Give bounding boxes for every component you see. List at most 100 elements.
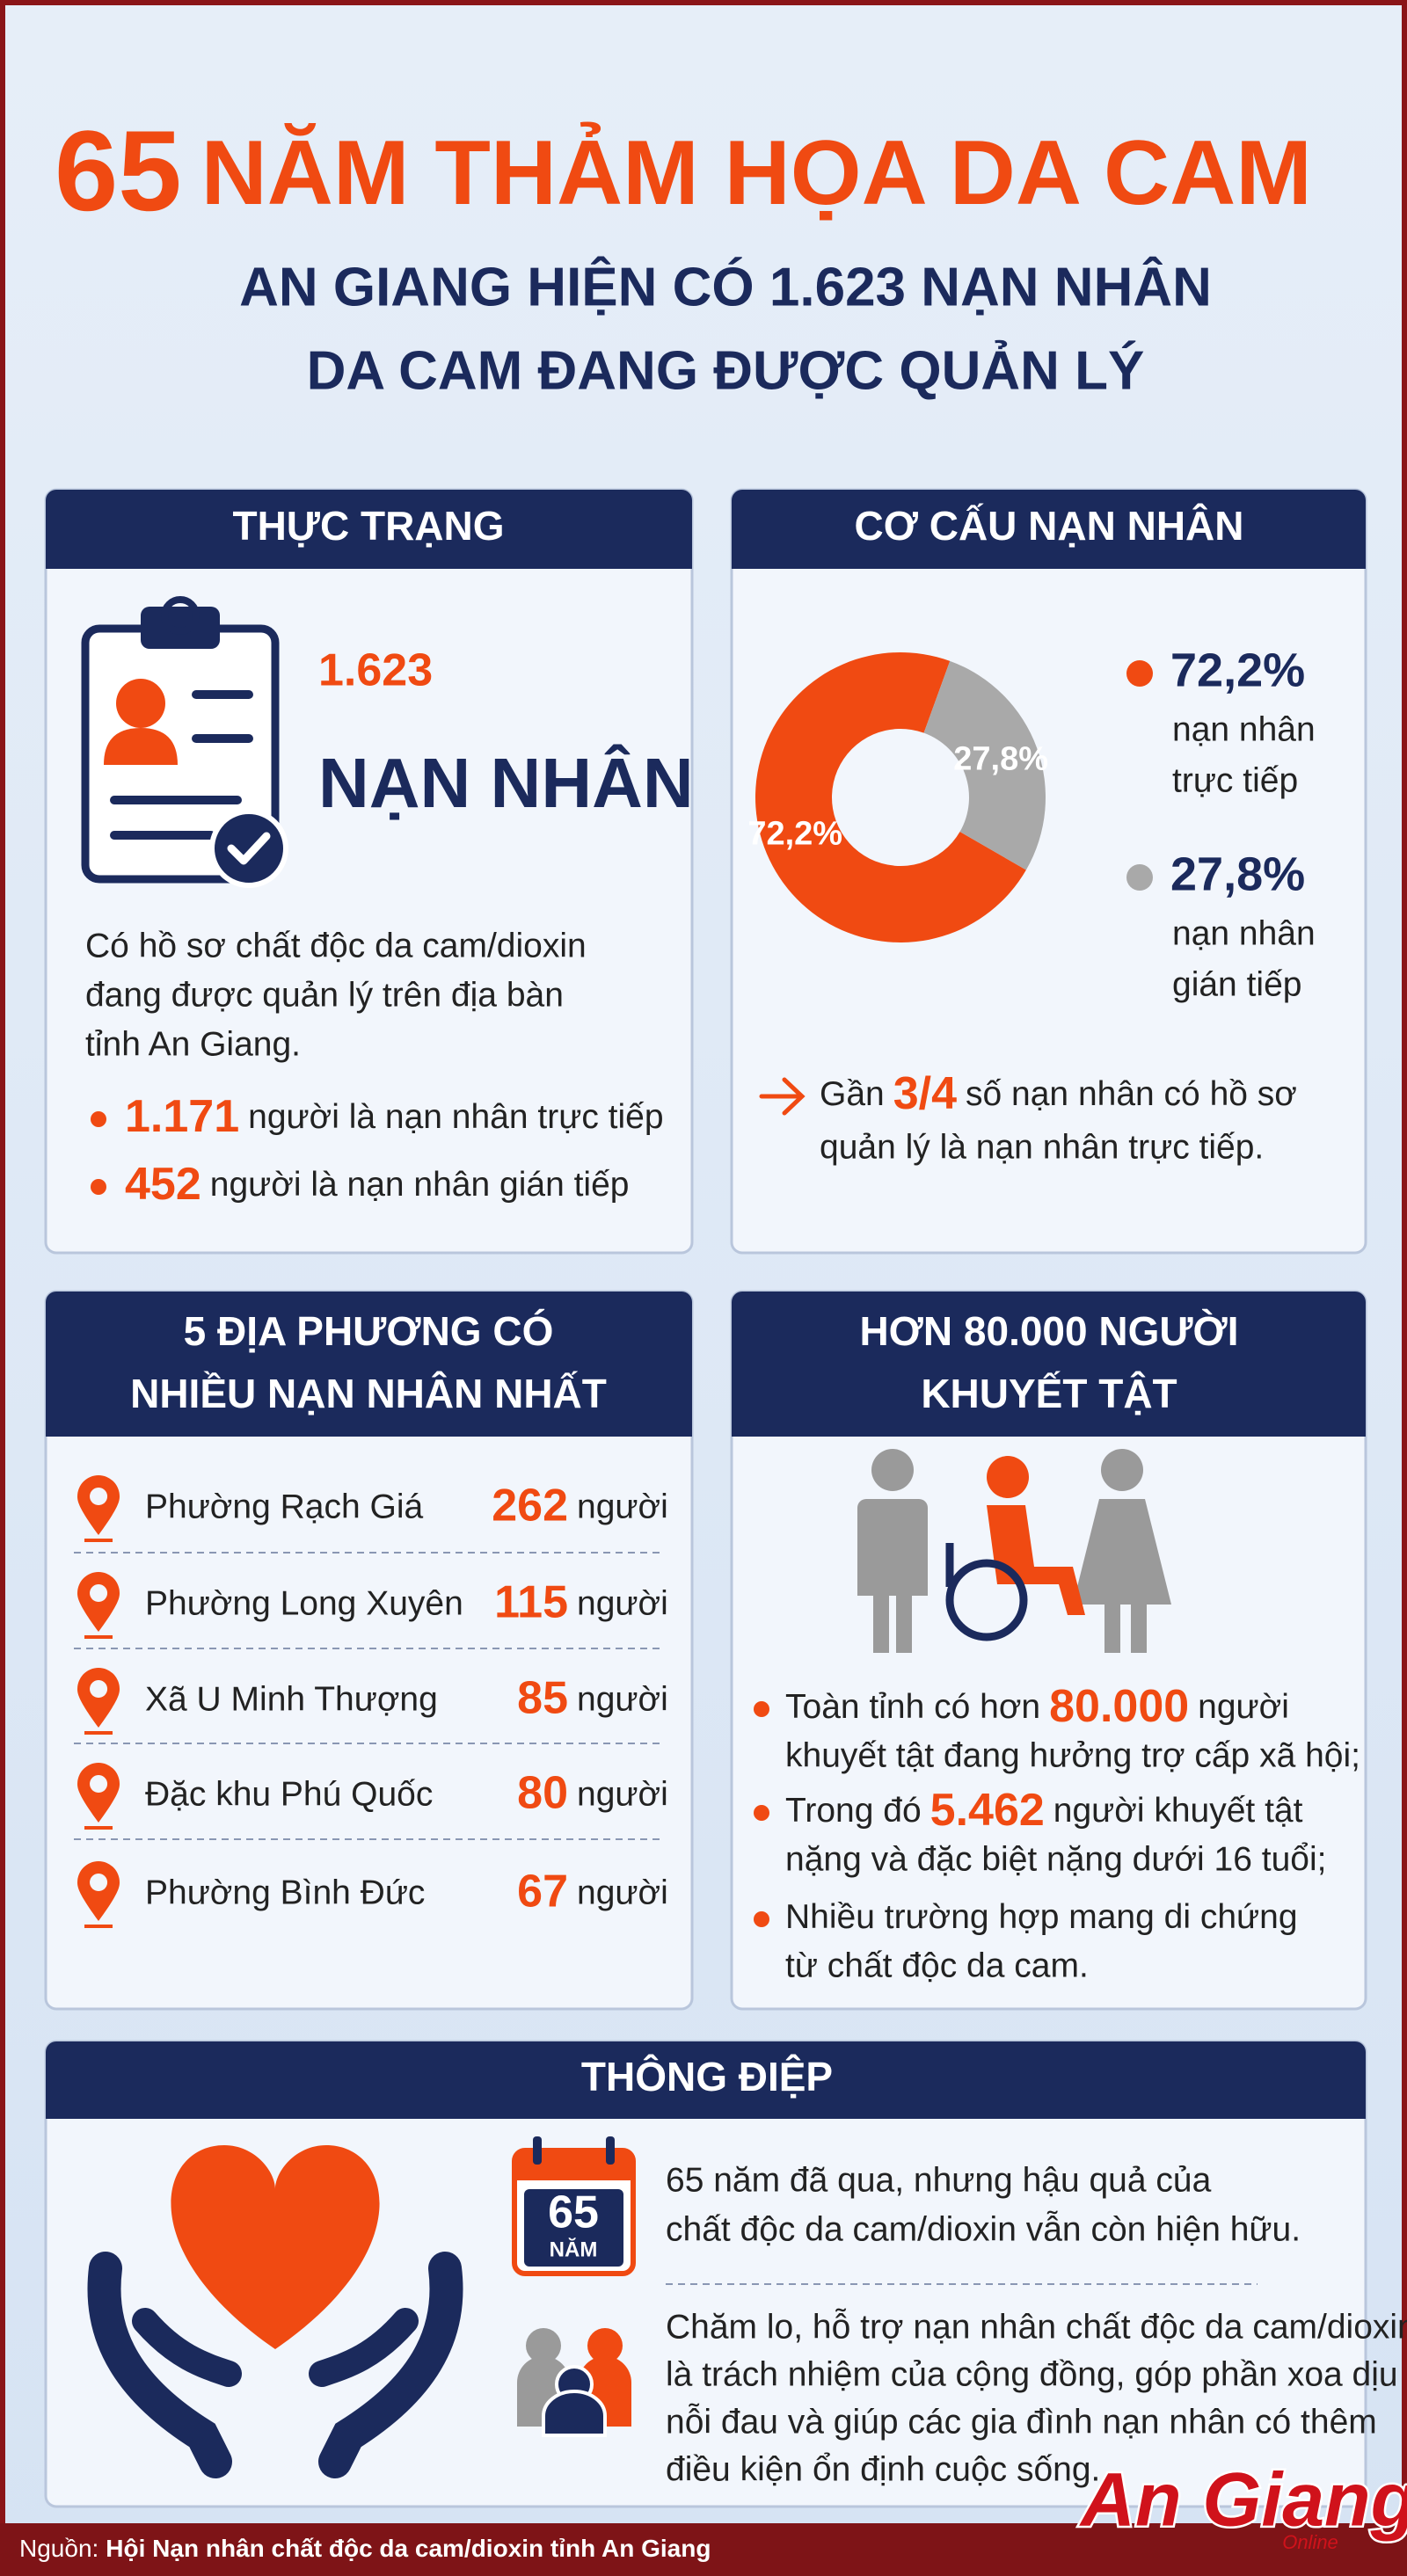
pin-icon [77,1475,120,1535]
panel-header [46,490,692,569]
locality-name: Phường Bình Đức [145,1874,425,1911]
message-text: nỗi đau và giúp các gia đình nạn nhân có… [666,2403,1377,2441]
legend-label: nạn nhân [1172,710,1316,748]
panel-heading: THÔNG ĐIỆP [581,2054,833,2099]
text-span: 1.171 [125,1091,239,1142]
bullet-text: Trong đó 5.462 người khuyết tật [785,1785,1303,1836]
text-span: 5.462 [930,1785,1045,1836]
bullet-text: Nhiều trường hợp mang di chứng [785,1898,1298,1936]
text-span: Nguồn: [19,2535,98,2562]
legend-value: 72,2% [1170,644,1305,696]
message-text: Chăm lo, hỗ trợ nạn nhân chất độc da cam… [666,2308,1407,2346]
heart-hands-icon [87,2145,463,2478]
text-span: Nhiều trường hợp mang di chứng [785,1898,1298,1936]
panel-header [46,1292,692,1437]
bullet [754,1701,769,1717]
main-title: 65 NĂM THẢM HỌA DA CAM [55,106,1312,235]
panel-header [46,2041,1366,2119]
text-span: người [1198,1688,1289,1726]
pin-icon [77,1861,120,1921]
family-icon [517,2328,631,2437]
locality-name: Đặc khu Phú Quốc [145,1775,433,1813]
text-span: Gần [820,1075,885,1113]
description: đang được quản lý trên địa bàn [85,976,564,1014]
panels [44,488,1367,2508]
legend-label: nạn nhân [1172,914,1316,952]
text-span: người là nạn nhân gián tiếp [210,1166,630,1204]
clipboard-icon [81,596,288,888]
locality-count: 85 [517,1673,568,1724]
pin-icon [77,1763,120,1823]
donut-slice [755,652,1026,942]
row-separators [74,1552,1258,2285]
panel-heading: 5 ĐỊA PHƯƠNG CÓ [184,1308,554,1354]
bullet-text: 1.171 người là nạn nhân trực tiếp [125,1091,664,1142]
locality-unit: người [577,1775,668,1813]
panel-heading: NHIỀU NẠN NHÂN NHẤT [130,1371,607,1416]
locality-unit: người [577,1874,668,1911]
text-span: 3/4 [893,1068,957,1119]
calendar-unit: NĂM [550,2237,598,2261]
text-span: Toàn tỉnh có hơn [785,1688,1040,1726]
text-span: người là nạn nhân trực tiếp [248,1098,663,1136]
panel-heading: THỰC TRẠNG [232,503,504,549]
locality-unit: người [577,1680,668,1718]
big-number: 1.623 [318,645,433,696]
message-text: chất độc da cam/dioxin vẫn còn hiện hữu. [666,2210,1301,2248]
bullet [754,1911,769,1927]
bullet [91,1111,106,1127]
text-span: Trong đó [785,1792,922,1830]
calendar-icon [512,2136,636,2276]
people-icon [857,1449,1171,1653]
locality-unit: người [577,1584,668,1622]
pin-icon [77,1668,120,1728]
legend-label: trực tiếp [1172,761,1298,799]
subtitle: AN GIANG HIỆN CÓ 1.623 NẠN NHÂN [239,257,1212,317]
logo-sub: Online [1282,2531,1338,2553]
message-text: là trách nhiệm của cộng đồng, góp phần x… [666,2355,1398,2393]
description: tỉnh An Giang. [85,1025,301,1063]
panel-header [732,1292,1366,1437]
source: Nguồn: Hội Nạn nhân chất độc da cam/dioxi… [19,2535,711,2562]
pin-icon [77,1572,120,1632]
donut-slice [923,660,1046,870]
text-span: 452 [125,1159,201,1210]
locality-count: 67 [517,1867,568,1917]
panel-header [732,490,1366,569]
bullet-text: từ chất độc da cam. [785,1947,1089,1984]
big-unit: NẠN NHÂN [318,744,694,822]
legend-label: gián tiếp [1172,965,1301,1003]
bullet-text: khuyết tật đang hưởng trợ cấp xã hội; [785,1736,1360,1774]
message-text: điều kiện ổn định cuộc sống. [666,2450,1100,2488]
bullet [754,1805,769,1821]
locality-count: 115 [494,1577,568,1628]
legend-dot [1126,660,1153,687]
bullet [91,1179,106,1195]
description: Có hồ sơ chất độc da cam/dioxin [85,927,587,964]
subtitle: DA CAM ĐANG ĐƯỢC QUẢN LÝ [307,340,1145,401]
note: quản lý là nạn nhân trực tiếp. [820,1128,1264,1166]
slice-label: 72,2% [747,816,842,853]
note: Gần 3/4 số nạn nhân có hồ sơ [820,1068,1297,1119]
text-span: Hội Nạn nhân chất độc da cam/dioxin tỉnh… [106,2535,711,2562]
message-text: 65 năm đã qua, nhưng hậu quả của [666,2161,1212,2199]
panel-heading: HƠN 80.000 NGƯỜI [859,1308,1238,1354]
calendar-number: 65 [548,2187,599,2238]
bullet-text: 452 người là nạn nhân gián tiếp [125,1159,629,1210]
logo: An Giang [1079,2458,1407,2543]
text-span: người khuyết tật [1053,1792,1303,1830]
locality-count: 80 [517,1768,568,1819]
arrow-icon [759,1077,806,1116]
footer-bar [0,2523,1407,2576]
panel-heading: KHUYẾT TẬT [921,1371,1177,1416]
panel-heading: CƠ CẤU NẠN NHÂN [855,503,1244,549]
text-span: NĂM THẢM HỌA DA CAM [201,122,1312,224]
locality-name: Phường Rạch Giá [145,1488,423,1525]
bullet-text: nặng và đặc biệt nặng dưới 16 tuổi; [785,1840,1326,1878]
slice-label: 27,8% [953,740,1048,777]
locality-name: Xã U Minh Thượng [145,1680,438,1718]
text-span: 80.000 [1049,1681,1189,1732]
